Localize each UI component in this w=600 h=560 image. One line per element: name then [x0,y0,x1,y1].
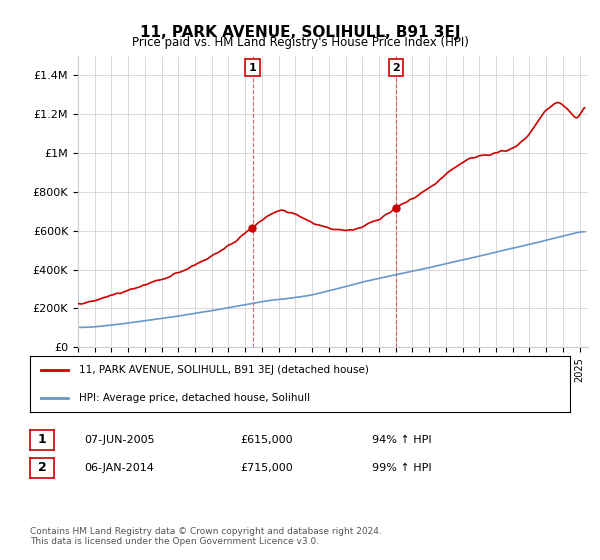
Text: £715,000: £715,000 [240,463,293,473]
Text: Contains HM Land Registry data © Crown copyright and database right 2024.
This d: Contains HM Land Registry data © Crown c… [30,526,382,546]
Text: HPI: Average price, detached house, Solihull: HPI: Average price, detached house, Soli… [79,393,310,403]
Text: Price paid vs. HM Land Registry's House Price Index (HPI): Price paid vs. HM Land Registry's House … [131,36,469,49]
Text: 2: 2 [38,461,46,474]
Text: 99% ↑ HPI: 99% ↑ HPI [372,463,431,473]
Text: 94% ↑ HPI: 94% ↑ HPI [372,435,431,445]
Text: £615,000: £615,000 [240,435,293,445]
Text: 2: 2 [392,63,400,73]
Text: 11, PARK AVENUE, SOLIHULL, B91 3EJ (detached house): 11, PARK AVENUE, SOLIHULL, B91 3EJ (deta… [79,365,368,375]
Text: 1: 1 [248,63,256,73]
Text: 1: 1 [38,433,46,446]
Text: 07-JUN-2005: 07-JUN-2005 [84,435,155,445]
Text: 11, PARK AVENUE, SOLIHULL, B91 3EJ: 11, PARK AVENUE, SOLIHULL, B91 3EJ [140,25,460,40]
Text: 06-JAN-2014: 06-JAN-2014 [84,463,154,473]
